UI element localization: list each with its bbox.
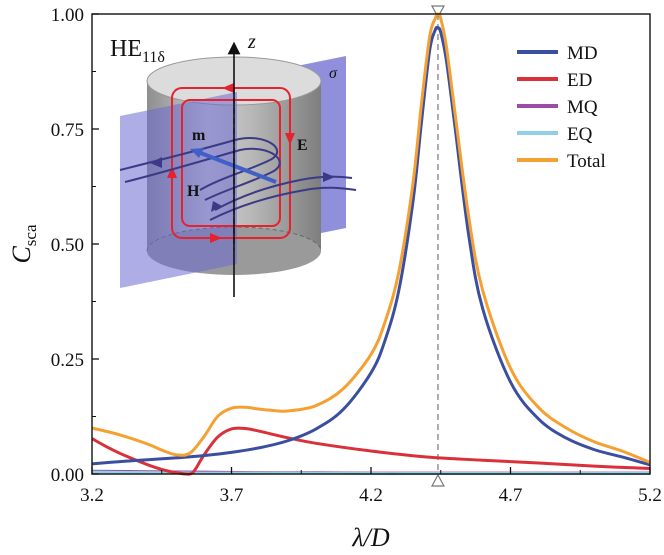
- h-field-line-4: [209, 186, 357, 221]
- h-arrow-2: [323, 172, 335, 182]
- e-arrow-top: [222, 83, 234, 93]
- z-label: z: [247, 31, 256, 53]
- sigma-label: σ: [329, 65, 338, 82]
- legend-label-md: MD: [567, 43, 598, 64]
- x-tick-label: 3.7: [220, 485, 244, 506]
- x-axis-label: λ/D: [351, 523, 389, 552]
- legend: MD ED MQ EQ Total: [517, 43, 606, 172]
- legend-label-ed: ED: [567, 70, 592, 91]
- x-tick-label: 4.2: [359, 485, 383, 506]
- e-arrow-right: [285, 133, 295, 145]
- magnetic-moment-arrow: [197, 150, 277, 184]
- y-tick-label: 0.00: [51, 465, 84, 486]
- resonance-marker-top: [430, 5, 445, 19]
- series-line-total: [91, 12, 651, 464]
- h-field-line-1: [119, 137, 278, 191]
- magnetic-moment-arrowhead: [190, 148, 204, 158]
- y-tick-label: 0.50: [51, 235, 84, 256]
- legend-label-eq: EQ: [567, 124, 593, 145]
- resonance-marker: [430, 5, 445, 487]
- mode-label: HE11δ: [110, 36, 165, 66]
- mode-inset-illustration: HE11δ z σ m E H: [110, 31, 357, 297]
- legend-label-mq: MQ: [567, 97, 598, 118]
- m-label: m: [192, 127, 206, 144]
- x-axis-ticks: 3.2 3.7 4.2 4.7 5.2: [80, 467, 662, 506]
- h-label: H: [187, 183, 200, 200]
- resonance-marker-bottom: [430, 473, 445, 487]
- y-tick-label: 0.25: [51, 350, 84, 371]
- y-axis-ticks: 0.00 0.25 0.50 0.75 1.00: [51, 5, 99, 486]
- x-tick-label: 3.2: [80, 485, 104, 506]
- sigma-plane-front: [120, 92, 237, 288]
- legend-label-total: Total: [567, 151, 606, 172]
- e-label: E: [297, 137, 308, 154]
- e-arrow-bottom: [210, 233, 222, 243]
- x-tick-label: 5.2: [638, 485, 662, 506]
- e-arrow-left: [167, 166, 177, 178]
- y-tick-label: 1.00: [51, 5, 84, 26]
- h-field-line-3: [214, 175, 353, 211]
- series-line-md: [91, 25, 651, 467]
- h-arrow-3: [211, 201, 222, 212]
- y-axis-label: Csca: [7, 224, 40, 264]
- h-field-line-2: [124, 147, 281, 201]
- x-tick-label: 4.7: [499, 485, 523, 506]
- y-tick-label: 0.75: [51, 120, 84, 141]
- h-arrow-1: [150, 157, 162, 168]
- series-line-ed: [91, 426, 651, 476]
